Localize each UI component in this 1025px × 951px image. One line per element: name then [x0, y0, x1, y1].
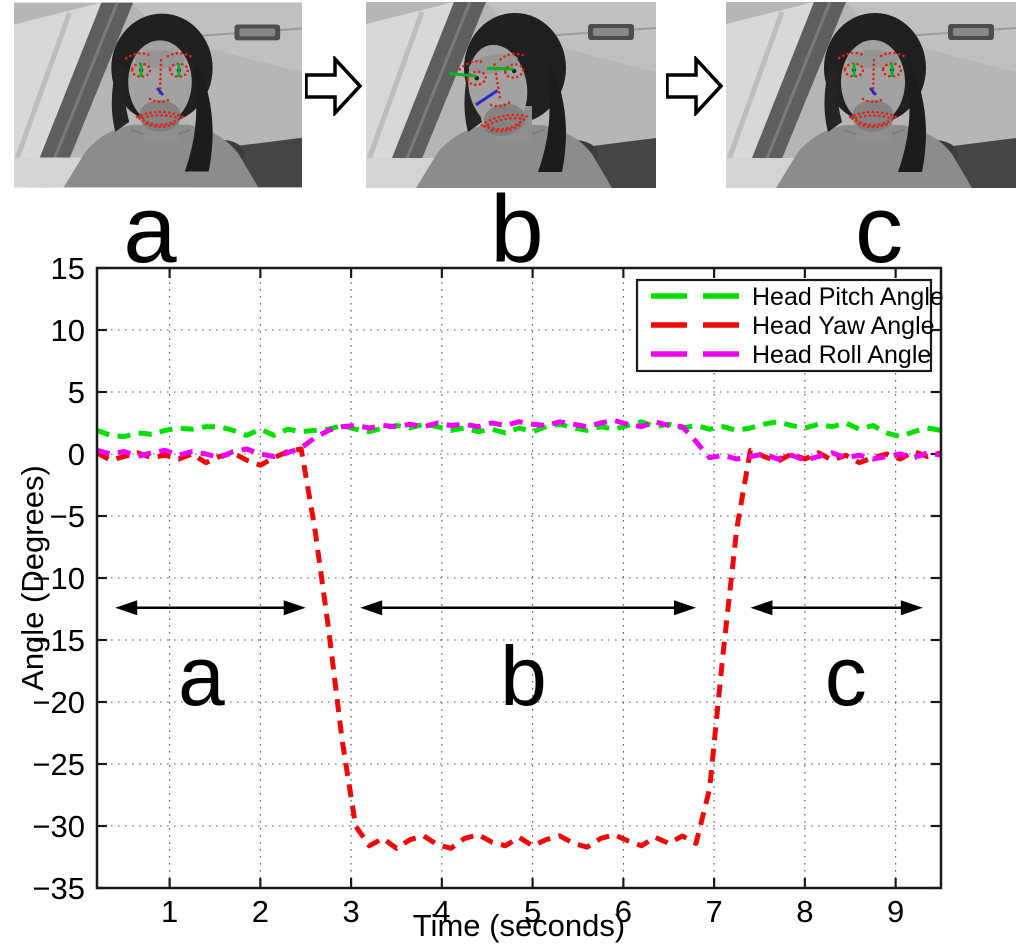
grid-lines	[97, 268, 941, 888]
right-arrow-icon	[305, 56, 363, 116]
plot-frame	[95, 266, 943, 890]
y-axis-label: Angle (Degrees)	[15, 465, 50, 691]
driver-photo-frame-c	[726, 2, 1016, 188]
right-arrow-shape	[666, 56, 724, 116]
side-window	[14, 2, 102, 188]
nose-pose-line	[155, 87, 165, 96]
frame-label-c: c	[855, 176, 903, 283]
y-tick-label-0: 0	[68, 437, 85, 472]
region-label-a: a	[178, 629, 225, 723]
series-path-head-pitch-angle	[96, 419, 942, 440]
frame-label-b: b	[490, 176, 544, 283]
driver-face-group	[449, 44, 530, 136]
driver-face-group	[124, 40, 196, 132]
y-tick-label--5: −5	[50, 499, 85, 534]
series-path-head-roll-angle	[96, 418, 942, 463]
x-tick-label-9: 9	[887, 894, 904, 929]
legend-entry-label: Head Roll Angle	[752, 341, 931, 369]
right-arrow-icon	[666, 56, 724, 116]
y-tick-label--30: −30	[32, 809, 85, 844]
face-landmarks	[124, 51, 196, 129]
tick-labels: 1 2 3 4 5 6 7 8 9 15 10 5 0 −5 −10 −15 −20 −25 −30 −35	[32, 255, 904, 929]
legend-entry-label: Head Yaw Angle	[752, 312, 935, 340]
face-landmarks	[458, 52, 530, 133]
y-tick-label-10: 10	[51, 313, 85, 348]
x-tick-label-8: 8	[796, 894, 813, 929]
head-angle-chart: 1 2 3 4 5 6 7 8 9 15 10 5 0 −5 −10 −15 −20 −25 −30 −35 a b c He…	[32, 255, 944, 929]
region-annotations: a b c	[115, 600, 923, 723]
side-window	[726, 2, 814, 188]
y-tick-label-15: 15	[51, 255, 85, 286]
data-series	[95, 418, 942, 851]
x-tick-label-7: 7	[705, 894, 722, 929]
y-tick-label--10: −10	[32, 561, 85, 596]
region-label-c: c	[825, 629, 867, 723]
x-tick-label-4: 4	[433, 894, 450, 929]
driver-photo-frame-b	[366, 2, 656, 188]
x-tick-label-6: 6	[615, 894, 632, 929]
eye-pose-line	[449, 71, 477, 78]
nose-pose-line	[475, 89, 499, 107]
side-window	[366, 2, 454, 188]
x-tick-label-3: 3	[342, 894, 359, 929]
y-tick-label--20: −20	[32, 685, 85, 720]
x-tick-label-5: 5	[524, 894, 541, 929]
y-tick-label--25: −25	[32, 747, 85, 782]
y-tick-label--35: −35	[32, 871, 85, 906]
eye-pose-line	[486, 66, 514, 71]
driver-photo-frame-a	[14, 2, 302, 188]
driver-face-group	[837, 40, 909, 132]
region-label-b: b	[500, 629, 547, 723]
face-landmarks	[837, 51, 909, 129]
y-tick-label-5: 5	[68, 375, 85, 410]
nose-pose-line	[868, 87, 878, 96]
x-axis-label: Time (seconds)	[412, 908, 626, 943]
frame-label-a: a	[123, 176, 177, 283]
x-tick-label-1: 1	[161, 894, 178, 929]
right-arrow-shape	[305, 56, 363, 116]
legend-entry-label: Head Pitch Angle	[752, 283, 944, 311]
x-tick-label-2: 2	[252, 894, 269, 929]
y-tick-label--15: −15	[32, 623, 85, 658]
